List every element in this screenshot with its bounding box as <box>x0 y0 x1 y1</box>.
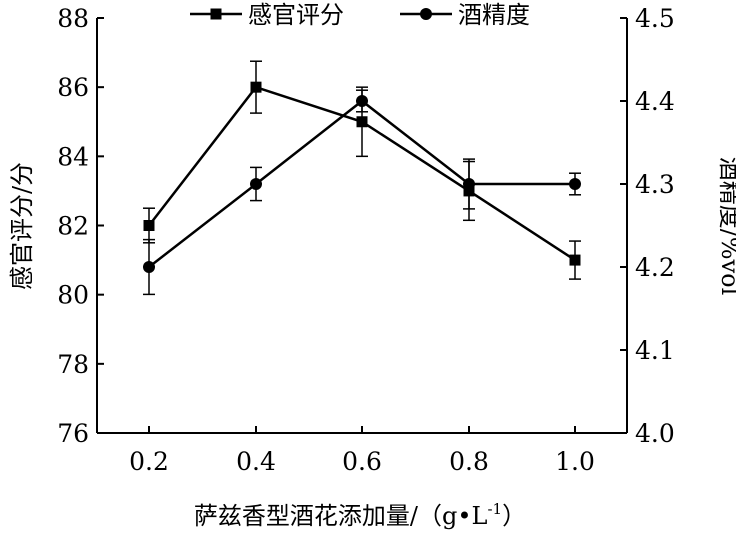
y-axis-right-title: 酒精度/%vol <box>716 157 736 296</box>
legend-label: 酒精度 <box>458 1 530 29</box>
legend-marker <box>210 8 222 20</box>
x-axis-title: 萨兹香型酒花添加量/（g•L-1） <box>194 500 526 530</box>
y-right-tick-label: 4.0 <box>635 419 675 448</box>
series-2-point <box>463 178 475 190</box>
x-tick-label: 1.0 <box>555 447 595 476</box>
x-tick-label: 0.8 <box>449 447 489 476</box>
y-left-tick-label: 80 <box>57 281 89 310</box>
y-left-tick-label: 78 <box>57 350 89 379</box>
series-2 <box>143 89 581 296</box>
legend-marker <box>420 8 432 20</box>
y-left-tick-label: 88 <box>57 4 89 33</box>
x-axis-title-tail: ） <box>502 502 526 530</box>
y-right-tick-label: 4.1 <box>635 336 675 365</box>
y-left-tick-label: 82 <box>57 212 89 241</box>
y-left-tick-label: 84 <box>57 142 89 171</box>
series-2-point <box>569 178 581 190</box>
y-right-tick-label: 4.4 <box>635 87 675 116</box>
legend-item-1: 感官评分 <box>190 1 344 29</box>
y-left-tick-label: 76 <box>57 419 89 448</box>
y-right-tick-label: 4.3 <box>635 170 675 199</box>
series-1-point <box>356 116 368 128</box>
x-axis-title-main: 萨兹香型酒花添加量/（g•L <box>194 502 488 530</box>
series-1-point <box>250 81 262 93</box>
tick-labels: 76 78 80 82 84 86 88 4.0 4.1 4.2 4.3 4.4 4.5 0.2 0.4 0.… <box>57 4 675 476</box>
series-2-point <box>356 95 368 107</box>
series-layer <box>143 60 581 296</box>
axes <box>96 17 628 434</box>
legend-item-2: 酒精度 <box>400 1 530 29</box>
legend-label: 感官评分 <box>248 1 344 29</box>
x-tick-label: 0.4 <box>236 447 276 476</box>
y-right-tick-label: 4.5 <box>635 4 675 33</box>
legend: 感官评分 酒精度 <box>190 1 530 29</box>
series-1-point <box>569 254 581 266</box>
series-1-point <box>143 220 155 231</box>
x-tick-label: 0.2 <box>129 447 169 476</box>
series-2-point <box>143 261 155 273</box>
y-right-tick-label: 4.2 <box>635 253 675 282</box>
x-axis-title-superscript: -1 <box>487 500 502 518</box>
x-tick-label: 0.6 <box>342 447 382 476</box>
series-2-point <box>250 178 262 190</box>
y-left-tick-label: 86 <box>57 73 89 102</box>
y-axis-left-title: 感官评分/分 <box>8 162 36 290</box>
